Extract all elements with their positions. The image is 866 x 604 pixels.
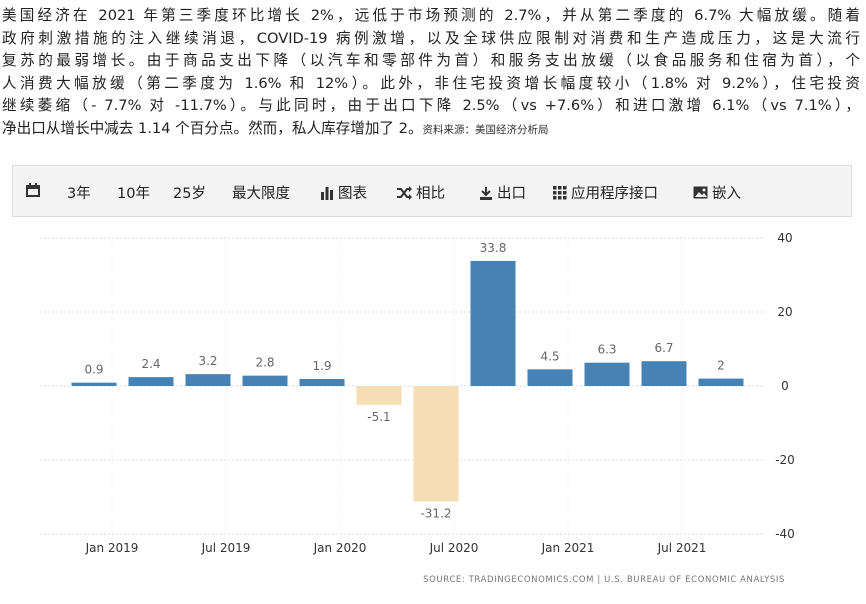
toolbar-label: 嵌入 bbox=[712, 186, 741, 202]
bar bbox=[413, 386, 459, 502]
value-label: -5.1 bbox=[367, 410, 390, 424]
bar bbox=[470, 260, 516, 386]
value-label: 0.9 bbox=[84, 363, 103, 377]
toolbar-label: 相比 bbox=[416, 186, 445, 202]
value-label: 6.3 bbox=[597, 343, 616, 357]
bar bbox=[356, 386, 402, 405]
chart: SOURCE: TRADINGECONOMICS.COM | U.S. BURE… bbox=[40, 231, 795, 585]
toolbar: 3年 10年 25岁 最大限度 图表 相比 出口 应用程序接口 嵌入 bbox=[12, 165, 852, 217]
article-source: 资料来源：美国经济分析局 bbox=[422, 123, 549, 136]
bar bbox=[185, 374, 231, 386]
toolbar-label: 25岁 bbox=[173, 186, 206, 202]
bar bbox=[527, 369, 573, 386]
article-line: 继续萎缩（- 7.7% 对 -11.7%）。与此同时，由于出口下降 2.5%（v… bbox=[2, 97, 860, 115]
toolbar-button[interactable]: 10年 bbox=[117, 182, 150, 203]
embed-icon bbox=[693, 186, 708, 199]
x-tick-label: Jul 2019 bbox=[201, 541, 251, 555]
bar bbox=[584, 362, 630, 386]
toolbar-button[interactable]: 3年 bbox=[67, 182, 91, 203]
x-tick-label: Jan 2020 bbox=[313, 541, 367, 555]
article: 美国经济在 2021 年第三季度环比增长 2%，远低于市场预测的 2.7%，并从… bbox=[2, 5, 860, 142]
value-label: 2.4 bbox=[141, 357, 160, 371]
calendar-button[interactable] bbox=[25, 182, 41, 198]
chart-source: SOURCE: TRADINGECONOMICS.COM | U.S. BURE… bbox=[423, 575, 785, 585]
value-label: 4.5 bbox=[540, 349, 559, 363]
article-line: 美国经济在 2021 年第三季度环比增长 2%，远低于市场预测的 2.7%，并从… bbox=[2, 7, 860, 24]
bar bbox=[299, 378, 345, 386]
toolbar-button[interactable]: 25岁 bbox=[173, 182, 206, 203]
toolbar-label: 出口 bbox=[497, 186, 526, 202]
x-tick-label: Jan 2021 bbox=[541, 541, 595, 555]
y-tick-label: -40 bbox=[775, 527, 795, 541]
value-label: 1.9 bbox=[312, 359, 331, 373]
toolbar-label: 图表 bbox=[338, 186, 367, 202]
toolbar-button[interactable]: 出口 bbox=[479, 182, 526, 203]
toolbar-label: 应用程序接口 bbox=[571, 186, 658, 202]
toolbar-label: 10年 bbox=[117, 186, 150, 202]
article-line: 政府刺激措施的注入继续消退，COVID-19 病例激增，以及全球供应限制对消费和… bbox=[2, 29, 860, 47]
toolbar-button[interactable]: 最大限度 bbox=[232, 182, 290, 203]
value-label: 6.7 bbox=[654, 341, 673, 355]
value-label: 2.8 bbox=[255, 356, 274, 370]
toolbar-label: 最大限度 bbox=[232, 186, 290, 202]
bar bbox=[242, 375, 288, 386]
chart-icon bbox=[321, 186, 333, 200]
article-line: 人消费大幅放缓（第二季度为 1.6% 和 12%）。此外，非住宅投资增长幅度较小… bbox=[2, 74, 860, 92]
article-line: 净出口从增长中减去 1.14 个百分点。然而，私人库存增加了 2。 bbox=[2, 119, 423, 137]
value-label: -31.2 bbox=[420, 506, 451, 520]
y-tick-label: 20 bbox=[777, 305, 792, 319]
article-line-wrap: 净出口从增长中减去 1.14 个百分点。然而，私人库存增加了 2。资料来源：美国… bbox=[2, 118, 860, 142]
x-tick-label: Jul 2021 bbox=[657, 541, 707, 555]
download-icon bbox=[480, 186, 492, 200]
bar bbox=[641, 361, 687, 386]
toolbar-button[interactable]: 图表 bbox=[320, 182, 367, 203]
toolbar-button[interactable]: 嵌入 bbox=[693, 182, 741, 203]
y-tick-label: -20 bbox=[775, 453, 795, 467]
x-tick-label: Jul 2020 bbox=[429, 541, 479, 555]
toolbar-button[interactable]: 应用程序接口 bbox=[553, 182, 658, 203]
value-label: 2 bbox=[717, 359, 725, 373]
bar bbox=[698, 378, 744, 386]
api-icon bbox=[553, 185, 567, 199]
compare-icon bbox=[397, 185, 412, 200]
bar bbox=[128, 377, 174, 386]
x-tick-label: Jan 2019 bbox=[85, 541, 139, 555]
calendar-icon bbox=[26, 183, 40, 197]
value-label: 33.8 bbox=[480, 241, 507, 255]
toolbar-label: 3年 bbox=[67, 186, 91, 202]
article-line: 复苏的最弱增长。由于商品支出下降（以汽车和零部件为首）和服务支出放缓（以食品服务… bbox=[2, 52, 860, 70]
value-label: 3.2 bbox=[198, 354, 217, 368]
y-tick-label: 40 bbox=[777, 231, 792, 245]
bar bbox=[71, 382, 117, 386]
toolbar-button[interactable]: 相比 bbox=[396, 182, 445, 203]
y-tick-label: 0 bbox=[781, 379, 789, 393]
